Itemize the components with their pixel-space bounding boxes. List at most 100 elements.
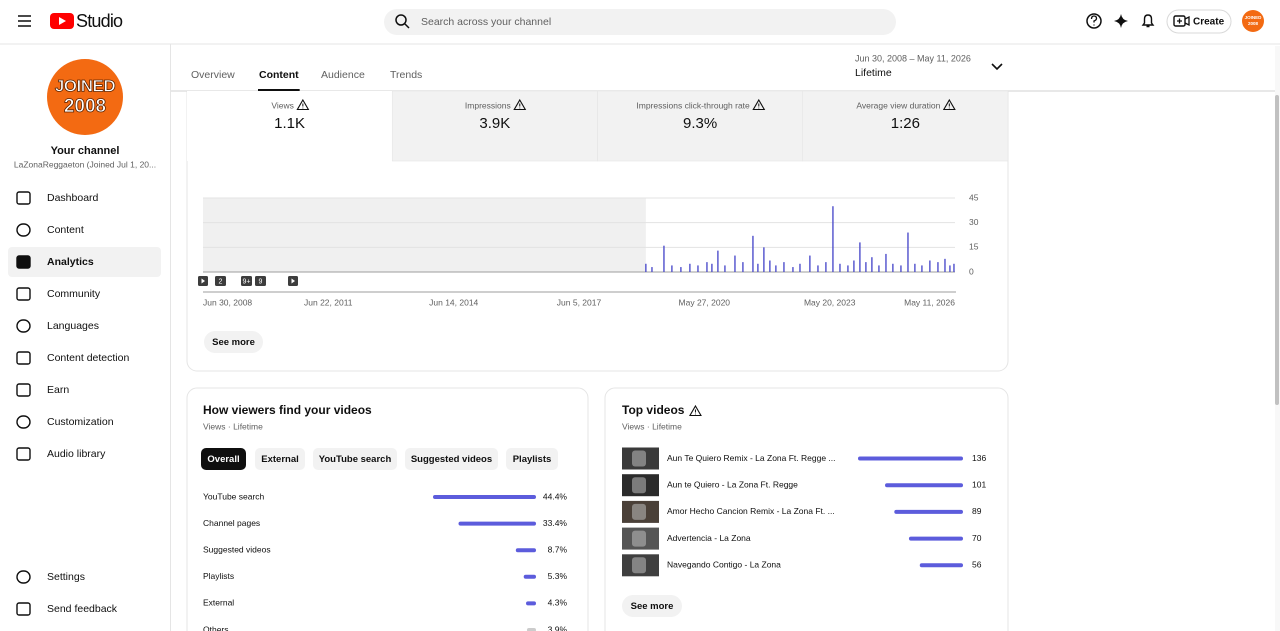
metric-label: Average view duration	[856, 100, 940, 110]
video-row[interactable]: Advertencia - La Zona 70	[622, 527, 982, 550]
x-tick-label: Jun 30, 2008	[203, 297, 252, 307]
x-tick-label: May 27, 2020	[679, 297, 731, 307]
video-title: Aun te Quiero - La Zona Ft. Regge	[667, 479, 798, 489]
nav-label: Customization	[47, 416, 114, 428]
button-bg	[622, 595, 682, 617]
marker-badge[interactable]	[241, 276, 252, 286]
metric-tile[interactable]: Impressions 3.9K	[391, 90, 598, 162]
tab[interactable]: Trends	[390, 69, 422, 81]
button-bg	[313, 448, 397, 470]
video-row[interactable]: Navegando Contigo - La Zona 56	[622, 554, 982, 577]
video-row[interactable]: Aun te Quiero - La Zona Ft. Regge 101	[622, 474, 986, 497]
source-label: Others	[203, 624, 229, 631]
marker-badge[interactable]	[215, 276, 226, 286]
views-spike	[799, 263, 801, 272]
y-tick-label: 30	[969, 217, 979, 227]
create-icon	[1173, 15, 1186, 27]
button[interactable]: Suggested videos	[405, 448, 498, 470]
nav-item[interactable]: Languages	[16, 319, 99, 333]
create-button[interactable]: Create	[1166, 9, 1232, 34]
video-row[interactable]: Amor Hecho Cancion Remix - La Zona Ft. .…	[622, 500, 982, 523]
nav-item[interactable]: Community	[16, 287, 101, 301]
metric-tile[interactable]: Views 1.1K	[187, 91, 393, 161]
date-range: Jun 30, 2008 – May 11, 2026	[855, 53, 971, 63]
button-bg	[255, 448, 305, 470]
nav-icon	[16, 447, 31, 461]
warning-icon	[296, 98, 310, 111]
button[interactable]: External	[255, 448, 305, 470]
logo[interactable]: Studio	[50, 11, 124, 31]
button[interactable]: YouTube search	[313, 448, 397, 470]
views-spike	[900, 265, 902, 272]
nav-item[interactable]: Audio library	[16, 447, 106, 461]
source-bar	[515, 548, 536, 553]
button-bg	[506, 448, 558, 470]
views-spike	[697, 265, 699, 272]
views-spike	[921, 265, 923, 272]
source-label: Playlists	[203, 571, 234, 581]
nav-item[interactable]: Send feedback	[16, 602, 118, 616]
button[interactable]: Overall	[201, 448, 246, 470]
x-tick-label: May 20, 2023	[804, 297, 856, 307]
source-value: 5.3%	[548, 571, 568, 581]
metric-bg	[391, 90, 598, 162]
button[interactable]: See more	[204, 331, 263, 353]
ai-button[interactable]	[1114, 14, 1128, 28]
bell-icon	[1141, 14, 1155, 28]
help-button[interactable]	[1086, 13, 1102, 29]
nav-item[interactable]: Dashboard	[16, 191, 99, 205]
source-bar	[526, 601, 536, 606]
scrollbar-thumb[interactable]	[1275, 95, 1279, 405]
tab[interactable]: Content	[258, 69, 300, 92]
nav-icon	[16, 351, 31, 365]
menu-icon	[18, 15, 31, 27]
nav-item[interactable]: Content	[16, 223, 84, 237]
tab[interactable]: Audience	[321, 69, 365, 81]
y-tick-label: 45	[969, 192, 979, 202]
views-spike	[651, 267, 653, 272]
button[interactable]: Playlists	[506, 448, 558, 470]
tab[interactable]: Overview	[191, 69, 235, 81]
button-label: See more	[212, 337, 255, 348]
marker-badge[interactable]	[255, 276, 266, 286]
sparkle-icon	[1114, 14, 1128, 28]
channel-avatar[interactable]: JOINED 2008	[47, 59, 123, 135]
views-spike	[871, 257, 873, 272]
metric-tile[interactable]: Impressions click-through rate 9.3%	[597, 90, 804, 162]
nav-label: Analytics	[47, 256, 94, 268]
nav-item[interactable]: Customization	[16, 415, 114, 429]
tab-label: Trends	[390, 69, 422, 81]
button-label: See more	[631, 601, 674, 612]
views-spike	[783, 262, 785, 272]
nav-item[interactable]: Settings	[16, 570, 85, 584]
avatar-line: 2008	[64, 96, 106, 117]
menu-button[interactable]	[18, 15, 31, 27]
source-label: External	[203, 598, 234, 608]
nav-label: Send feedback	[47, 603, 118, 615]
button[interactable]: See more	[622, 595, 682, 617]
nav-item[interactable]: Analytics	[8, 247, 161, 277]
nav-icon	[16, 570, 31, 584]
video-thumbnail-highlight	[632, 557, 646, 574]
account-avatar[interactable]: JOINED 2008	[1242, 10, 1264, 32]
brand: Studio	[76, 11, 123, 31]
channel-subtitle: LaZonaReggaeton (Joined Jul 1, 20...	[14, 159, 156, 169]
notifications-button[interactable]	[1141, 14, 1155, 28]
video-views: 101	[972, 479, 986, 489]
search[interactable]: Search across your channel	[384, 9, 896, 35]
nav-item[interactable]: Earn	[16, 383, 69, 397]
views-spike	[853, 260, 855, 272]
tab-underline	[258, 89, 300, 92]
nav-label: Dashboard	[47, 192, 99, 204]
video-row[interactable]: Aun Te Quiero Remix - La Zona Ft. Regge …	[622, 447, 986, 470]
metric-bg	[187, 91, 393, 161]
source-bar	[523, 574, 536, 579]
views-spike	[663, 245, 665, 272]
avatar-small	[1242, 10, 1264, 32]
x-tick-label: Jun 14, 2014	[429, 297, 478, 307]
nav-item[interactable]: Content detection	[16, 351, 129, 365]
date-picker[interactable]: Jun 30, 2008 – May 11, 2026 Lifetime	[855, 53, 1003, 79]
metric-tile[interactable]: Average view duration 1:26	[802, 90, 1009, 162]
avatar-small-line: JOINED	[1245, 15, 1263, 20]
